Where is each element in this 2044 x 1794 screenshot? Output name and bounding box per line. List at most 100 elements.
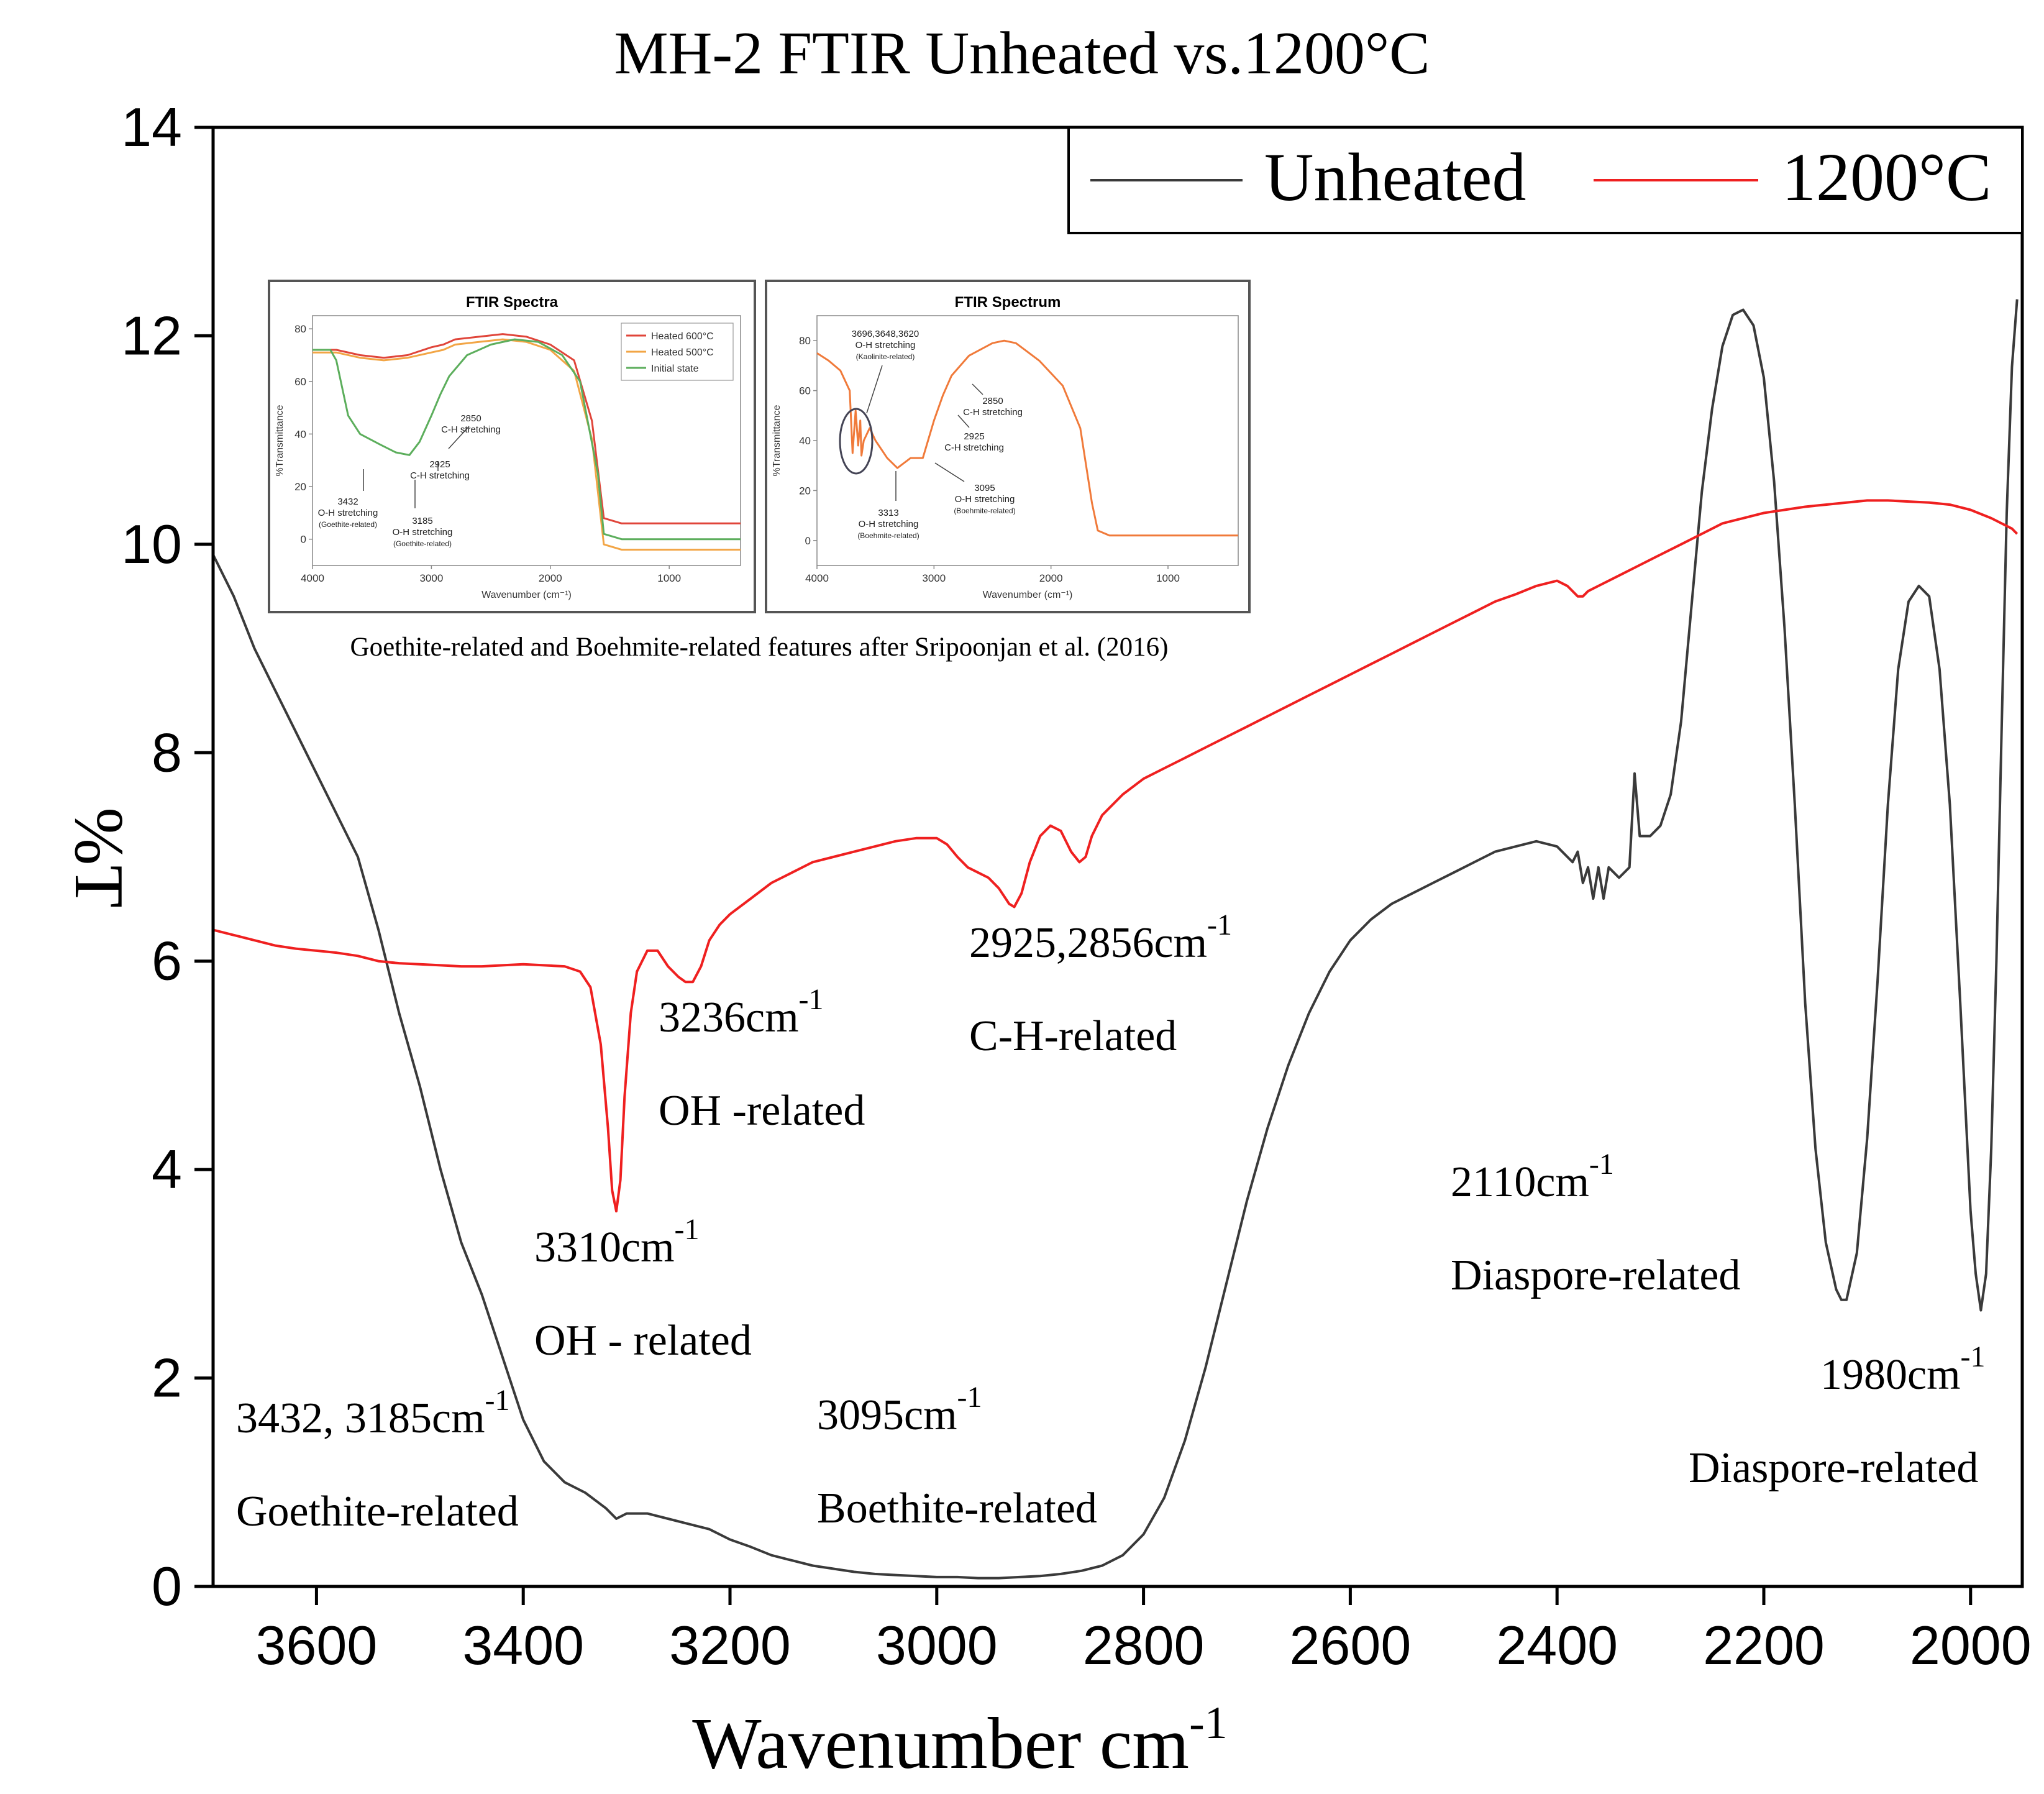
legend-label-unheated: Unheated [1264,139,1526,215]
annotation-assignment: C-H-related [969,1012,1177,1060]
inset-annotation-line: 2850 [460,413,481,424]
x-tick-label: 3200 [669,1614,791,1676]
x-tick-label: 3400 [462,1614,584,1676]
annotation-wavenumber: 3310cm [534,1224,675,1271]
inset-annotation-line: O-H stretching [855,340,916,350]
inset-x-tick-label: 3000 [922,572,946,584]
inset-annotation-line: 2850 [982,396,1003,406]
inset-annotation-line: C-H stretching [441,424,501,435]
y-axis-label: %T [60,807,137,908]
annotation-wavenumber: 2925,2856cm [969,919,1207,967]
x-tick-label: 2400 [1496,1614,1618,1676]
inset-annotation-leader [957,414,970,428]
y-tick-label: 10 [121,513,182,575]
annotation-wavenumber: 3236cm [659,994,799,1041]
y-tick-label: 8 [152,721,182,783]
inset-annotation-line: O-H stretching [318,508,378,518]
annotation-superscript: -1 [957,1381,982,1414]
inset-annotation-leader [972,383,983,395]
inset-ftir-spectra: FTIR Spectra 4000 3000 2000 1000 0 20 40 60 80 Wav… [268,280,756,613]
inset-annotation-line: (Kaolinite-related) [856,352,915,361]
inset-annotation: 2850 C-H stretching [963,396,1023,418]
inset-y-tick-label: 60 [799,385,811,397]
inset-annotation-line: (Boehmite-related) [857,531,919,540]
inset-y-tick-label: 0 [805,535,811,547]
annotation-wavenumber: 3095cm [817,1391,957,1439]
x-axis-label: Wavenumber cm-1 [692,1698,1227,1784]
inset-y-tick-label: 20 [294,481,306,493]
y-tick-label: 14 [121,96,182,158]
inset-annotation: 3432 O-H stretching (Goethite-related) [318,497,378,529]
inset-y-label: %Transmittance [275,405,285,476]
inset-annotation-line: 3313 [878,508,898,518]
y-tick-label: 0 [152,1555,182,1617]
annotation-label: 3095cm-1 [817,1381,982,1439]
inset-annotation-line: 3696,3648,3620 [852,329,919,339]
series-1200c [212,499,2019,1213]
inset-y-tick-label: 80 [294,323,306,335]
inset-annotation: 2850 C-H stretching [441,413,501,435]
inset-x-tick-label: 2000 [539,572,562,584]
annotation-label: 2925,2856cm-1 [969,908,1232,967]
legend-label-1200c: 1200°C [1782,139,1991,215]
annotation-superscript: -1 [1589,1148,1614,1181]
annotation-assignment: Goethite-related [236,1488,519,1535]
inset-annotation-line: (Goethite-related) [319,520,377,529]
annotation-assignment: OH -related [659,1087,865,1135]
inset-x-tick-label: 4000 [805,572,829,584]
inset-x-label: Wavenumber (cm⁻¹) [983,590,1073,600]
y-tick-label: 12 [121,304,182,366]
inset-annotation-leader [448,426,470,449]
annotation-superscript: -1 [799,983,824,1016]
inset-annotation-line: (Goethite-related) [393,539,452,548]
x-tick-label: 2600 [1290,1614,1412,1676]
annotation-assignment: OH - related [534,1317,752,1365]
inset-x-tick-label: 2000 [1039,572,1063,584]
annotation-label: 3310cm-1 [534,1213,700,1271]
annotation-superscript: -1 [1961,1340,1986,1373]
inset-plot-frame [312,315,741,566]
inset-annotation-line: C-H stretching [944,442,1004,453]
series-layer [212,299,2019,1580]
annotation-wavenumber: 1980cm [1820,1351,1961,1399]
inset-annotation: 3095 O-H stretching (Boehmite-related) [954,483,1015,515]
inset-annotation: 3185 O-H stretching (Goethite-related) [393,516,453,548]
annotation-assignment: Boethite-related [817,1485,1097,1532]
inset-y-tick-label: 40 [799,435,811,447]
inset-annotation-line: (Boehmite-related) [954,506,1015,515]
annotation-wavenumber: 3432, 3185cm [236,1394,485,1442]
inset-annotation: 2925 C-H stretching [944,431,1004,453]
inset-x-tick-label: 3000 [419,572,443,584]
x-axis-label-superscript: -1 [1189,1698,1228,1749]
inset-annotation: 3313 O-H stretching (Boehmite-related) [857,508,919,540]
inset-legend-label: Heated 600°C [651,331,714,342]
inset-series [313,338,741,541]
inset-y-tick-label: 40 [294,428,306,440]
inset-annotation-line: 2925 [429,459,450,470]
inset-annotation-line: O-H stretching [393,527,453,538]
inset-x-tick-label: 1000 [1156,572,1180,584]
x-tick-label: 2200 [1703,1614,1825,1676]
annotation-assignment: Diaspore-related [1451,1252,1740,1299]
annotation-superscript: -1 [675,1213,700,1246]
chart-title: MH-2 FTIR Unheated vs.1200°C [614,20,1430,87]
x-tick-label: 2800 [1083,1614,1205,1676]
kaolinite-highlight-ellipse [839,408,874,475]
annotation-superscript: -1 [1207,908,1232,941]
inset-annotation-line: C-H stretching [410,470,470,481]
inset-annotation-line: 3432 [337,497,358,507]
annotation-wavenumber: 2110cm [1451,1158,1589,1206]
inset-annotation: 2925 C-H stretching [410,459,470,481]
inset-ftir-spectrum: FTIR Spectrum 4000 3000 2000 1000 0 20 40 60 80 Wa… [765,280,1251,613]
inset-legend-label: Heated 500°C [651,347,714,358]
inset-legend-label: Initial state [651,364,699,374]
inset-caption: Goethite-related and Boehmite-related fe… [350,633,1169,662]
annotation-assignment: Diaspore-related [1689,1444,1978,1492]
y-tick-label: 2 [152,1347,182,1409]
inset-annotation-line: C-H stretching [963,407,1023,418]
annotation-label: 3236cm-1 [659,983,824,1041]
series-unheated [212,299,2019,1580]
inset-annotation: 3696,3648,3620 O-H stretching (Kaolinite-r… [852,329,919,361]
inset-annotation-line: 2925 [964,431,984,442]
